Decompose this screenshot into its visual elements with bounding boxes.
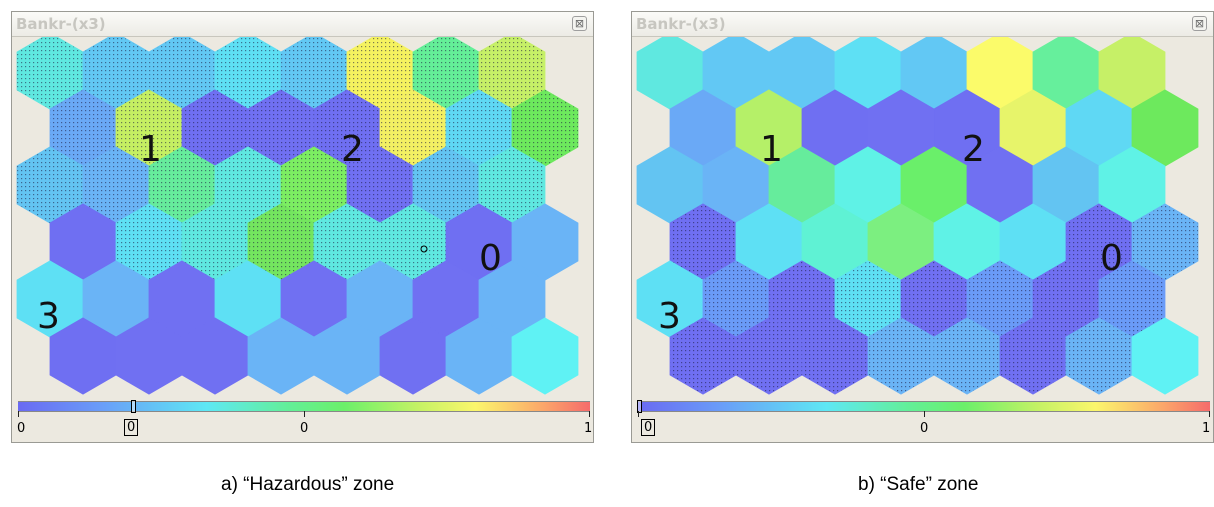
som-hex-texture <box>281 147 347 223</box>
cluster-label-0: 0 <box>479 238 502 279</box>
som-hex-texture <box>149 37 215 109</box>
som-hex-texture <box>901 261 967 337</box>
scale-tick <box>924 411 925 417</box>
scale-marker[interactable] <box>131 400 136 413</box>
som-hex-texture <box>769 261 835 337</box>
som-hex-texture <box>1099 261 1165 337</box>
som-hex-texture <box>1033 261 1099 337</box>
scale-marker[interactable] <box>637 400 642 413</box>
som-hex-texture <box>670 318 736 394</box>
som-window-hazardous: Bankr-(x3) ⊠ 1 2 0 3 0 0 0 1 <box>11 11 594 443</box>
cluster-label-0: 0 <box>1100 238 1123 279</box>
cursor-marker <box>420 245 428 253</box>
som-hex-texture <box>248 90 314 166</box>
scale-tick <box>589 411 590 417</box>
close-icon[interactable]: ⊠ <box>1192 16 1207 31</box>
scale-tick <box>304 411 305 417</box>
som-hex-texture <box>934 318 1000 394</box>
caption-hazardous: a) “Hazardous” zone <box>221 474 395 495</box>
window-titlebar: Bankr-(x3) ⊠ <box>12 12 593 37</box>
som-hex-texture <box>182 90 248 166</box>
som-hex-map: 1 2 0 3 <box>636 37 1199 395</box>
scale-tick-label-boxed: 0 <box>641 419 656 436</box>
scale-tick-label: 0 <box>300 421 309 436</box>
som-hex-texture <box>314 204 380 280</box>
som-window-safe: Bankr-(x3) ⊠ 1 2 0 3 0 0 1 <box>631 11 1214 443</box>
som-hex-texture <box>1132 204 1198 280</box>
som-hex-texture <box>314 90 380 166</box>
som-hex-texture <box>967 261 1033 337</box>
som-hex-texture <box>1066 204 1132 280</box>
som-hex-texture <box>149 147 215 223</box>
scale-tick <box>638 411 639 417</box>
window-titlebar: Bankr-(x3) ⊠ <box>632 12 1213 37</box>
scale-tick <box>18 411 19 417</box>
cluster-label-3: 3 <box>37 296 60 337</box>
cluster-label-1: 1 <box>139 129 162 170</box>
caption-safe: b) “Safe” zone <box>858 474 979 495</box>
cluster-label-2: 2 <box>962 129 985 170</box>
som-hex-texture <box>347 147 413 223</box>
som-hex-texture <box>736 318 802 394</box>
som-hex-texture <box>83 147 149 223</box>
window-title: Bankr-(x3) <box>636 15 726 33</box>
som-hex-texture <box>215 147 281 223</box>
som-hex-texture <box>703 261 769 337</box>
som-hex-texture <box>380 204 446 280</box>
cluster-label-1: 1 <box>760 129 783 170</box>
som-hex-texture <box>83 37 149 109</box>
som-hex-texture <box>479 37 545 109</box>
som-hex-texture <box>50 90 116 166</box>
som-hex-texture <box>17 147 83 223</box>
som-hex-texture <box>116 90 182 166</box>
som-hex-texture <box>116 204 182 280</box>
som-hex-texture <box>380 90 446 166</box>
scale-tick-label: 1 <box>584 421 593 436</box>
cluster-label-3: 3 <box>658 296 681 337</box>
som-hex-texture <box>479 147 545 223</box>
som-hex-texture <box>670 204 736 280</box>
som-hex-texture <box>17 37 83 109</box>
som-hex-cell <box>1131 317 1199 395</box>
scale-tick-label: 0 <box>920 421 929 436</box>
som-hex-cell <box>511 317 579 395</box>
som-hex-texture <box>512 90 578 166</box>
som-hex-texture <box>835 261 901 337</box>
som-hex-texture <box>446 90 512 166</box>
som-hex-texture <box>868 318 934 394</box>
som-hex-texture <box>413 147 479 223</box>
som-hex-texture <box>281 37 347 109</box>
som-hex-texture <box>802 318 868 394</box>
som-hex-map: 1 2 0 3 <box>16 37 579 395</box>
cluster-label-2: 2 <box>341 129 364 170</box>
som-hex-texture <box>215 37 281 109</box>
som-hex-texture <box>248 204 314 280</box>
close-icon[interactable]: ⊠ <box>572 16 587 31</box>
som-hex-texture <box>1000 318 1066 394</box>
som-hex-texture <box>413 37 479 109</box>
scale-tick-label: 0 <box>17 421 26 436</box>
scale-tick <box>1209 411 1210 417</box>
window-title: Bankr-(x3) <box>16 15 106 33</box>
som-hex-texture <box>347 37 413 109</box>
scale-tick-label: 1 <box>1202 421 1211 436</box>
som-hex-texture <box>1066 318 1132 394</box>
som-hex-texture <box>182 204 248 280</box>
scale-tick-label-boxed: 0 <box>124 419 139 436</box>
